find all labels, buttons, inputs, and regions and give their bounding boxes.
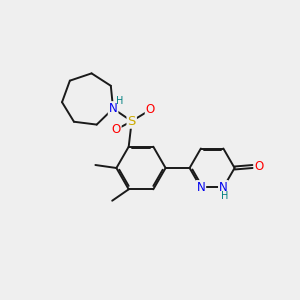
Text: O: O [255,160,264,173]
Text: H: H [221,191,229,201]
Text: H: H [116,96,123,106]
Text: N: N [219,181,228,194]
Text: S: S [128,115,136,128]
Text: O: O [112,123,121,136]
Text: N: N [196,181,205,194]
Text: N: N [109,102,118,115]
Text: O: O [146,103,155,116]
